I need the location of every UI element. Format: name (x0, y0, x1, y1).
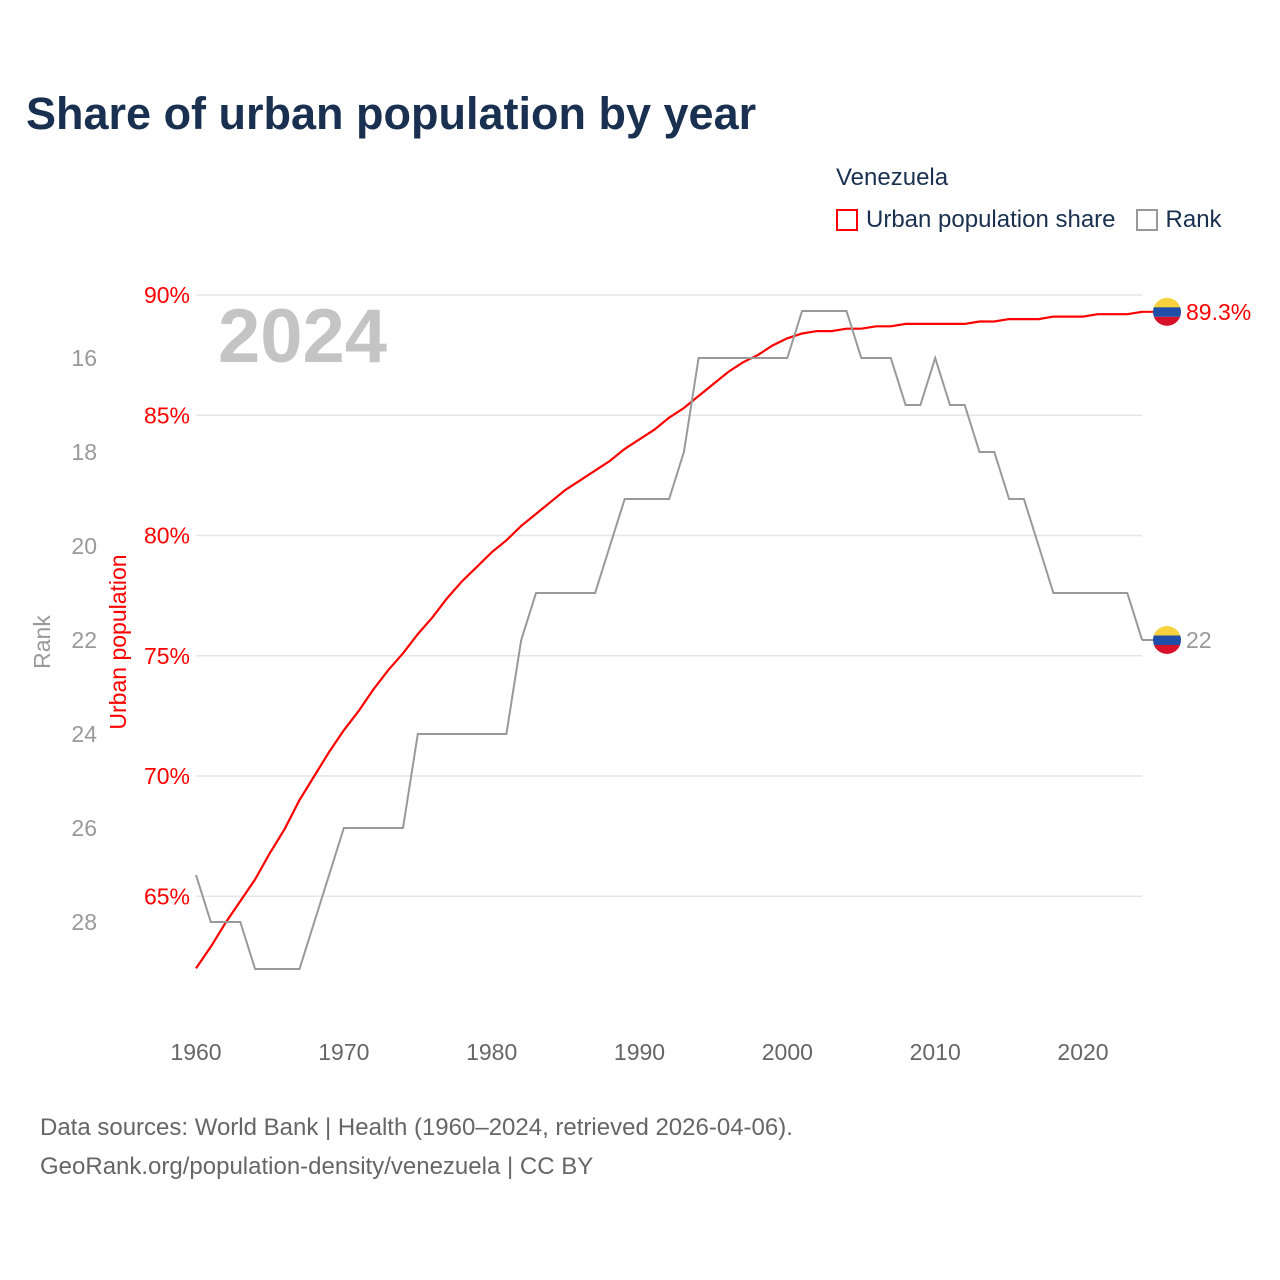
year-watermark: 2024 (218, 294, 387, 379)
rank-tick-label: 26 (71, 815, 97, 841)
rank-tick-label: 20 (71, 533, 97, 559)
rank-tick-label: 18 (71, 439, 97, 465)
rank-tick-label: 28 (71, 909, 97, 935)
flag-yellow (1153, 297, 1181, 308)
footer-sources: Data sources: World Bank | Health (1960–… (40, 1114, 793, 1141)
x-tick-label: 1990 (614, 1039, 665, 1065)
x-tick-label: 2020 (1057, 1039, 1108, 1065)
urban-axis-label: Urban population (105, 554, 131, 729)
legend-swatch-rank (1135, 209, 1158, 231)
venezuela-flag-icon-rank (1153, 626, 1181, 654)
legend-country: Venezuela (836, 164, 949, 191)
urban-tick-label: 80% (144, 523, 190, 549)
x-tick-label: 2000 (762, 1039, 813, 1065)
rank-series-line (195, 310, 1144, 970)
urban-tick-label: 65% (144, 883, 190, 909)
rank-axis-label: Rank (29, 615, 55, 669)
flag-stripes (1153, 626, 1181, 654)
urban-tick-label: 75% (144, 643, 190, 669)
rank-tick-label: 16 (71, 345, 97, 371)
flag-yellow (1153, 626, 1181, 636)
legend-swatch-urban (836, 209, 858, 231)
legend-item-urban[interactable]: Urban population share (836, 206, 1116, 234)
chart-title: Share of urban population by year (26, 88, 757, 139)
x-tick-label: 2010 (910, 1039, 961, 1065)
urban-series-line (195, 310, 1143, 970)
urban-end-label: 89.3% (1186, 299, 1251, 325)
urban-tick-label: 70% (144, 763, 190, 789)
flag-blue (1153, 635, 1181, 645)
venezuela-flag-icon-urban (1153, 297, 1181, 326)
x-tick-label: 1980 (466, 1039, 517, 1065)
urban-tick-label: 85% (144, 402, 190, 428)
rank-tick-label: 22 (71, 627, 97, 653)
footer-link[interactable]: GeoRank.org/population-density/venezuela… (40, 1153, 594, 1180)
flag-red (1153, 645, 1181, 654)
rank-end-label: 22 (1186, 627, 1212, 653)
flag-blue (1153, 307, 1181, 317)
legend-label-rank: Rank (1165, 206, 1222, 233)
footer: Data sources: World Bank | Health (1960–… (40, 1108, 793, 1186)
x-tick-label: 1960 (170, 1039, 221, 1065)
x-tick-label: 1970 (318, 1039, 369, 1065)
urban-tick-label: 90% (144, 282, 190, 308)
legend-label-urban: Urban population share (866, 206, 1116, 233)
flag-stripes (1153, 297, 1181, 326)
legend: Urban population share Rank (836, 206, 1242, 234)
rank-tick-label: 24 (71, 721, 97, 747)
legend-item-rank[interactable]: Rank (1135, 206, 1222, 234)
flag-red (1153, 316, 1181, 326)
